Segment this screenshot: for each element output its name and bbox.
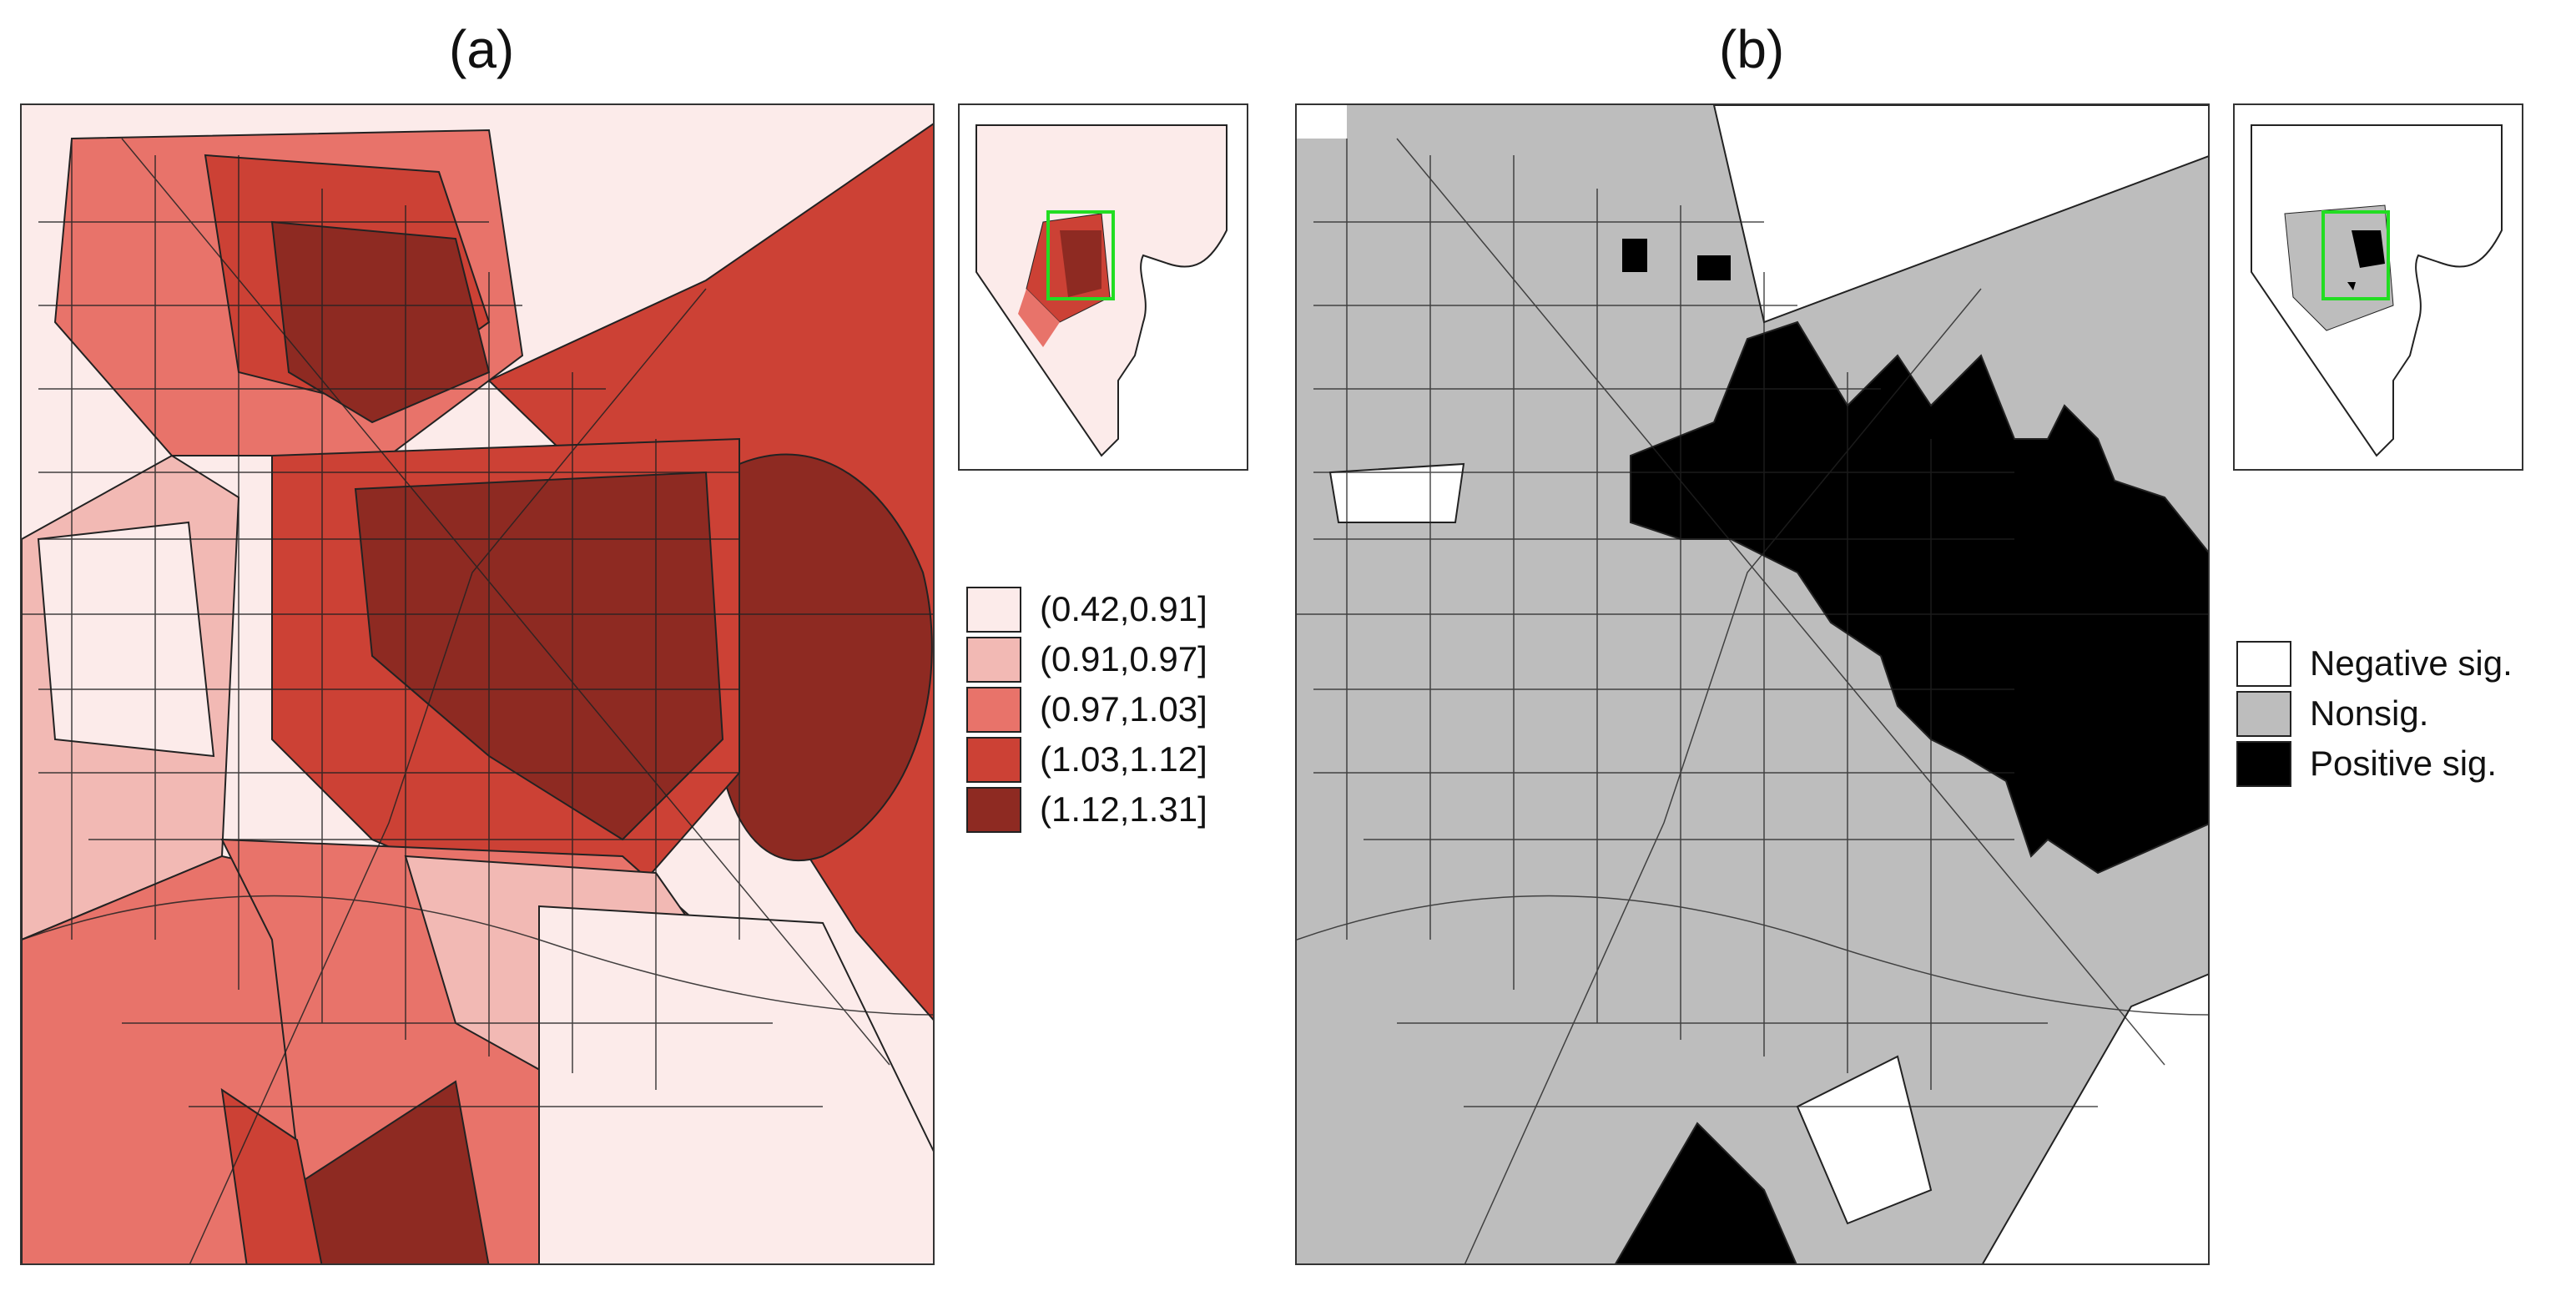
map-panel-b: [1295, 103, 2210, 1265]
legend-a-label: (0.97,1.03]: [1040, 689, 1207, 729]
legend-b-swatch: [2236, 740, 2291, 787]
legend-b-item: Positive sig.: [2236, 739, 2513, 789]
legend-b-item: Nonsig.: [2236, 688, 2513, 739]
map-panel-a: [20, 103, 935, 1265]
legend-a-item: (0.97,1.03]: [966, 684, 1207, 734]
legend-a-label: (1.12,1.31]: [1040, 789, 1207, 829]
legend-a-swatch: [966, 636, 1021, 683]
inset-map-a: [958, 103, 1248, 471]
legend-b-item: Negative sig.: [2236, 638, 2513, 688]
panel-b-label: (b): [1719, 19, 1785, 79]
legend-b: Negative sig. Nonsig. Positive sig.: [2236, 638, 2513, 789]
legend-b-swatch: [2236, 690, 2291, 737]
inset-map-b: [2233, 103, 2523, 471]
legend-a-swatch: [966, 736, 1021, 783]
legend-b-label: Positive sig.: [2310, 744, 2498, 783]
legend-a-swatch: [966, 586, 1021, 633]
inset-nevada-a: [975, 124, 1228, 457]
legend-a-swatch: [966, 786, 1021, 833]
legend-a-label: (0.42,0.91]: [1040, 589, 1207, 628]
panel-a-label: (a): [449, 19, 515, 79]
significance-map-b: [1297, 105, 2208, 1263]
legend-b-label: Negative sig.: [2310, 643, 2513, 683]
legend-b-label: Nonsig.: [2310, 693, 2429, 733]
legend-a-swatch: [966, 686, 1021, 733]
legend-a-label: (0.91,0.97]: [1040, 639, 1207, 678]
legend-a: (0.42,0.91] (0.91,0.97] (0.97,1.03] (1.0…: [966, 584, 1207, 835]
legend-a-item: (1.03,1.12]: [966, 734, 1207, 784]
choropleth-a: [22, 105, 933, 1263]
legend-b-swatch: [2236, 640, 2291, 687]
legend-a-item: (0.91,0.97]: [966, 634, 1207, 684]
legend-a-item: (0.42,0.91]: [966, 584, 1207, 634]
legend-a-label: (1.03,1.12]: [1040, 739, 1207, 779]
legend-a-item: (1.12,1.31]: [966, 784, 1207, 835]
inset-nevada-b: [2251, 124, 2503, 457]
